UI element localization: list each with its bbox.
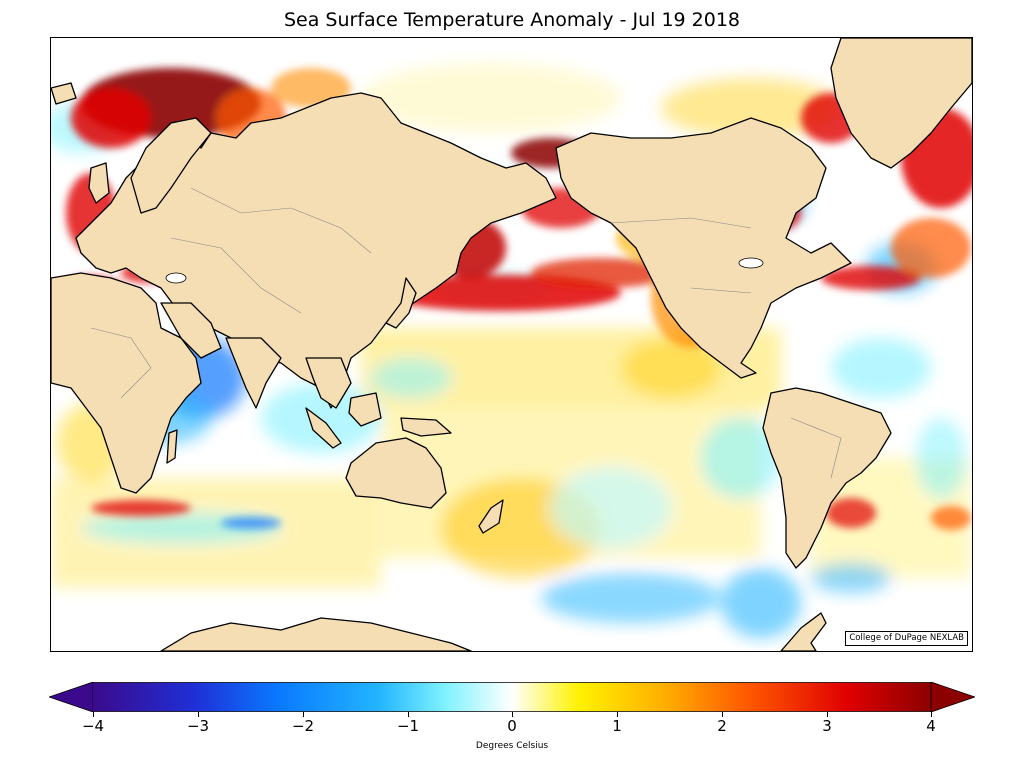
tick-label: 1 (612, 717, 622, 735)
land-indochina (305, 357, 352, 409)
land-new-guinea (400, 417, 452, 437)
land-masses (51, 38, 972, 651)
land-uk (88, 162, 110, 204)
land-arabia (160, 302, 222, 359)
land-madagascar (166, 429, 178, 464)
land-north-america (555, 117, 852, 379)
tick-label: −4 (81, 717, 105, 735)
colorbar (49, 682, 975, 712)
tick-mark (408, 712, 409, 717)
map-title: Sea Surface Temperature Anomaly - Jul 19… (283, 9, 741, 31)
tick-mark (617, 712, 618, 717)
colorbar-gradient (93, 682, 931, 712)
tick-mark (93, 712, 94, 717)
land-iceland (51, 82, 77, 105)
sst-anomaly-map: College of DuPage NEXLAB (50, 37, 973, 652)
tick-label: 3 (822, 717, 832, 735)
tick-mark (931, 712, 932, 717)
tick-mark (198, 712, 199, 717)
colorbar-label: Degrees Celsius (475, 741, 549, 751)
land-south-america (762, 387, 892, 569)
tick-label: 4 (926, 717, 936, 735)
tick-label: −2 (291, 717, 315, 735)
land-australia (345, 437, 447, 509)
credit-label: College of DuPage NEXLAB (845, 631, 968, 646)
colorbar-ticks: −4 −3 −2 −1 0 1 2 3 4 (0, 712, 1024, 742)
land-antarctic-peninsula (780, 612, 827, 651)
land-borneo (348, 392, 382, 427)
tick-mark (512, 712, 513, 717)
tick-mark (722, 712, 723, 717)
tick-label: 2 (717, 717, 727, 735)
land-eurasia (75, 92, 557, 409)
land-japan (385, 277, 417, 329)
tick-label: 0 (507, 717, 517, 735)
land-africa (51, 272, 202, 494)
land-new-zealand (478, 499, 504, 534)
tick-label: −3 (186, 717, 210, 735)
land-scandinavia (130, 117, 212, 214)
colorbar-extend-high (930, 682, 975, 712)
tick-mark (303, 712, 304, 717)
colorbar-extend-low (49, 682, 94, 712)
land-greenland (830, 38, 972, 169)
tick-label: −1 (396, 717, 420, 735)
land-sumatra (305, 407, 342, 449)
land-india (225, 337, 282, 409)
tick-mark (827, 712, 828, 717)
inland-water (165, 257, 764, 284)
country-borders (90, 187, 842, 479)
land-antarctica (160, 617, 472, 651)
